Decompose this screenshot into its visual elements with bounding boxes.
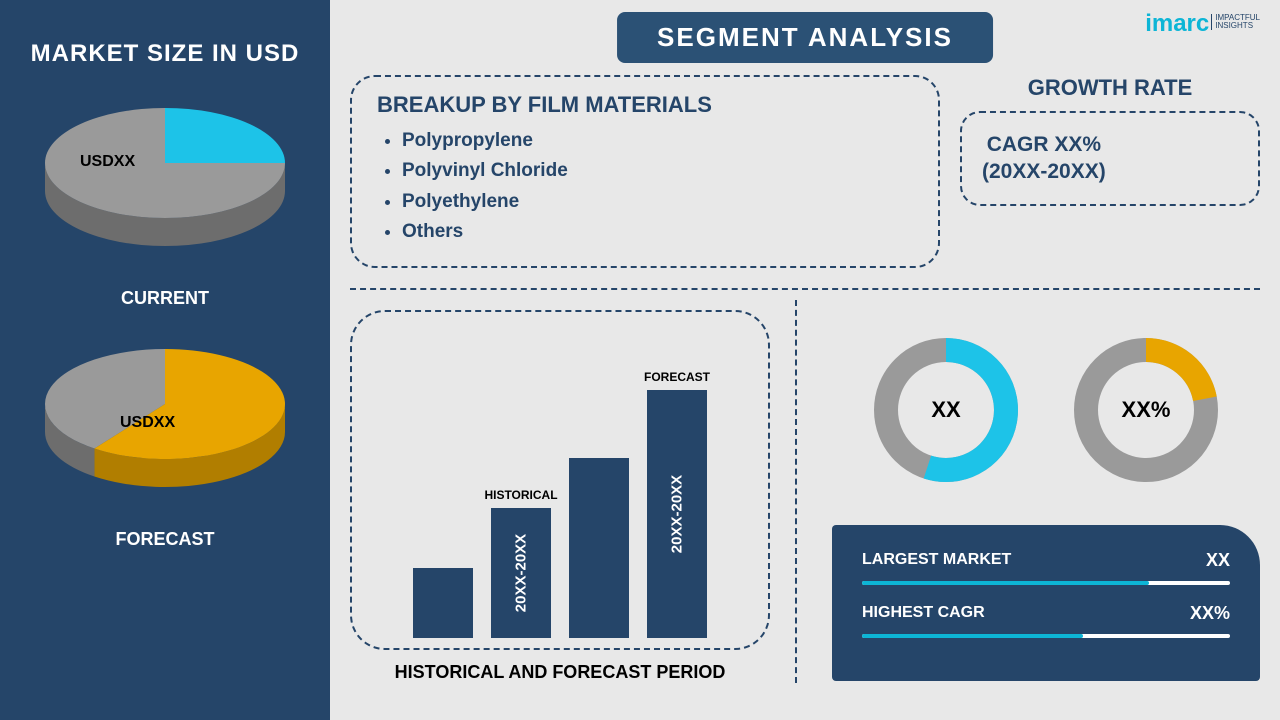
metric-label: HIGHEST CAGR [862, 604, 1175, 622]
metric-bar [862, 581, 1230, 585]
right-panel: SEGMENT ANALYSIS imarc IMPACTFULINSIGHTS… [330, 0, 1280, 720]
pie-chart: USDXX [35, 98, 295, 278]
metric-bar [862, 634, 1230, 638]
breakup-box: BREAKUP BY FILM MATERIALS PolypropyleneP… [350, 75, 940, 268]
pie-caption: CURRENT [35, 288, 295, 309]
pie-slice-label: USDXX [120, 414, 175, 432]
metric-value: XX% [1190, 603, 1230, 624]
breakup-title: BREAKUP BY FILM MATERIALS [377, 92, 913, 118]
breakup-item: Polyvinyl Chloride [402, 156, 913, 186]
hist-bar: 20XX-20XXHISTORICAL [491, 508, 551, 638]
metric-row: LARGEST MARKET XX [862, 550, 1230, 571]
right-box: XX XX% LARGEST MARKET XX HIGHEST CAGR XX% [822, 300, 1260, 683]
metric-value: XX [1206, 550, 1230, 571]
pie-caption: FORECAST [35, 529, 295, 550]
hist-bar-toplabel: HISTORICAL [484, 488, 557, 502]
donut-center: XX% [1122, 397, 1171, 423]
hist-box: 20XX-20XXHISTORICAL20XX-20XXFORECAST HIS… [350, 300, 770, 683]
hist-bar-vlabel: 20XX-20XX [513, 533, 530, 611]
hist-bar-toplabel: FORECAST [644, 370, 710, 384]
logo: imarc IMPACTFULINSIGHTS [1145, 10, 1260, 38]
v-divider [795, 300, 797, 683]
hist-bar [413, 568, 473, 638]
breakup-item: Others [402, 217, 913, 247]
pie-chart: USDXX [35, 339, 295, 519]
metric-panel: LARGEST MARKET XX HIGHEST CAGR XX% [832, 525, 1260, 681]
growth-title: GROWTH RATE [960, 75, 1260, 101]
metric-label: LARGEST MARKET [862, 551, 1191, 569]
pies-host: USDXX CURRENT USDXX FORECAST [35, 98, 295, 580]
left-title: MARKET SIZE IN USD [31, 40, 300, 68]
growth-text: CAGR XX%(20XX-20XX) [982, 131, 1106, 186]
left-panel: MARKET SIZE IN USD USDXX CURRENT USDXX FORE… [0, 0, 330, 720]
pie-slice-label: USDXX [80, 153, 135, 171]
logo-text: imarc [1145, 10, 1209, 38]
donut-chart: XX% [1066, 330, 1226, 490]
metric-row: HIGHEST CAGR XX% [862, 603, 1230, 624]
hist-bar [569, 458, 629, 638]
breakup-list: PolypropylenePolyvinyl ChloridePolyethyl… [377, 126, 913, 248]
hist-bar: 20XX-20XXFORECAST [647, 390, 707, 638]
donut-chart: XX [866, 330, 1026, 490]
donuts: XX XX% [832, 330, 1260, 490]
breakup-item: Polypropylene [402, 126, 913, 156]
h-divider [350, 288, 1260, 290]
hist-footer: HISTORICAL AND FORECAST PERIOD [350, 662, 770, 683]
logo-tagline: IMPACTFULINSIGHTS [1211, 14, 1260, 30]
page-title: SEGMENT ANALYSIS [617, 12, 993, 63]
breakup-item: Polyethylene [402, 187, 913, 217]
hist-bar-vlabel: 20XX-20XX [669, 474, 686, 552]
growth-box: GROWTH RATE CAGR XX%(20XX-20XX) [960, 75, 1260, 268]
hist-bars: 20XX-20XXHISTORICAL20XX-20XXFORECAST [382, 378, 738, 638]
donut-center: XX [931, 397, 960, 423]
